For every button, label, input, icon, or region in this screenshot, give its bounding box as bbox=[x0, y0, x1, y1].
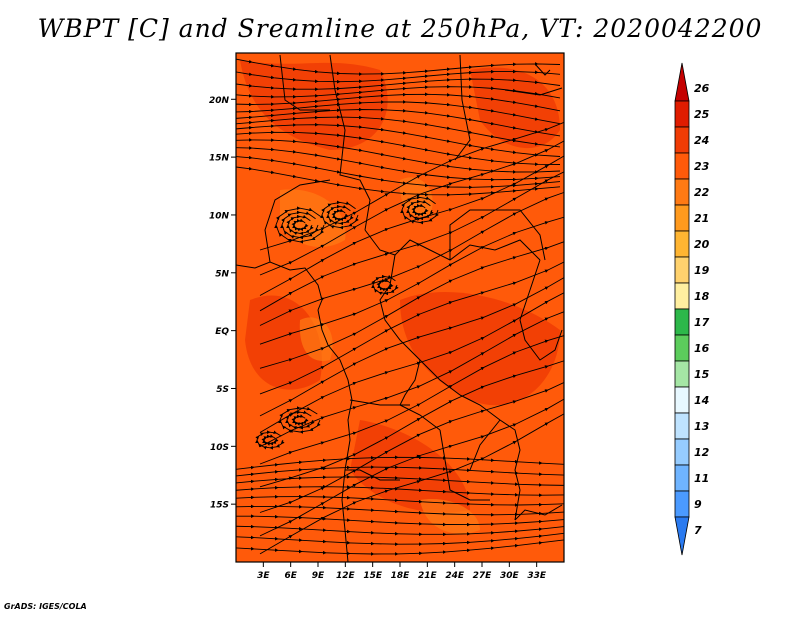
colorbar-label: 25 bbox=[694, 108, 710, 121]
colorbar-segment bbox=[674, 334, 690, 362]
colorbar-label: 21 bbox=[694, 212, 709, 225]
country-border bbox=[449, 209, 546, 261]
coastline bbox=[534, 63, 551, 76]
colorbar-segment bbox=[674, 62, 690, 102]
lon-tick-label: 33E bbox=[527, 571, 547, 581]
lat-tick-label: 10S bbox=[210, 443, 229, 453]
grads-credit: GrADS: IGES/COLA bbox=[4, 602, 87, 611]
streamline bbox=[236, 465, 564, 477]
colorbar-segment bbox=[674, 438, 690, 466]
country-border bbox=[364, 229, 541, 261]
lon-tick-label: 3E bbox=[257, 571, 270, 581]
lat-tick-label: 10N bbox=[209, 211, 230, 221]
streamline bbox=[236, 484, 564, 497]
colorbar-label: 7 bbox=[694, 524, 702, 537]
country-border bbox=[399, 359, 441, 431]
colorbar-label: 23 bbox=[694, 160, 710, 173]
colorbar-segment bbox=[674, 360, 690, 388]
colorbar-label: 13 bbox=[694, 420, 710, 433]
colorbar-label: 14 bbox=[694, 394, 709, 407]
colorbar-segment bbox=[674, 204, 690, 232]
longitude-axis: 3E 6E 9E 12E 15E 18E 21E 24E 27E 30E 33E bbox=[257, 562, 547, 581]
colorbar-label: 17 bbox=[694, 316, 710, 329]
streamline bbox=[236, 539, 564, 556]
colorbar: 26 25 24 23 22 21 20 19 18 17 16 15 14 13 12 11 9 7 bbox=[674, 62, 710, 556]
country-border bbox=[504, 87, 563, 96]
colorbar-label: 11 bbox=[694, 472, 709, 485]
colorbar-segment bbox=[674, 464, 690, 492]
lat-tick-label: 5S bbox=[216, 385, 229, 395]
colorbar-segment bbox=[674, 256, 690, 284]
country-border bbox=[317, 309, 353, 562]
colorbar-segment bbox=[674, 516, 690, 556]
lon-tick-label: 6E bbox=[284, 571, 297, 581]
colorbar-label: 22 bbox=[694, 186, 710, 199]
colorbar-segment bbox=[674, 412, 690, 440]
colorbar-segment bbox=[674, 490, 690, 518]
streamline bbox=[236, 455, 564, 470]
colorbar-segment bbox=[674, 308, 690, 336]
lat-tick-label: 20N bbox=[209, 96, 230, 106]
country-border bbox=[459, 394, 521, 521]
lat-tick-label: 15S bbox=[210, 501, 229, 511]
lon-tick-label: 15E bbox=[363, 571, 383, 581]
lat-tick-label: 5N bbox=[215, 269, 229, 279]
wbpt-field bbox=[236, 53, 564, 562]
streamline bbox=[236, 475, 564, 487]
streamline bbox=[255, 430, 285, 450]
country-border bbox=[349, 399, 410, 406]
lon-tick-label: 9E bbox=[312, 571, 325, 581]
lat-tick-label: 15N bbox=[209, 154, 230, 164]
country-boundaries bbox=[236, 54, 563, 562]
country-border bbox=[469, 419, 501, 471]
country-border bbox=[379, 254, 461, 396]
country-border bbox=[519, 259, 563, 361]
colorbar-segment bbox=[674, 230, 690, 258]
lon-tick-label: 30E bbox=[500, 571, 520, 581]
lon-tick-label: 12E bbox=[336, 571, 356, 581]
streamline bbox=[236, 524, 564, 537]
latitude-axis: 20N 15N 10N 5N EQ 5S 10S 15S bbox=[209, 96, 236, 511]
colorbar-segment bbox=[674, 152, 690, 180]
streamlines-layer bbox=[236, 58, 564, 556]
country-border bbox=[439, 429, 490, 501]
colorbar-label: 19 bbox=[694, 264, 710, 277]
colorbar-segment bbox=[674, 386, 690, 414]
lon-tick-label: 27E bbox=[473, 571, 493, 581]
lat-tick-label: EQ bbox=[215, 327, 229, 337]
colorbar-segment bbox=[674, 126, 690, 154]
colorbar-segment bbox=[674, 282, 690, 310]
colorbar-segment bbox=[674, 100, 690, 128]
country-border bbox=[264, 179, 331, 263]
country-border bbox=[279, 54, 330, 111]
colorbar-label: 12 bbox=[694, 446, 710, 459]
colorbar-label: 18 bbox=[694, 290, 710, 303]
country-border bbox=[236, 261, 323, 311]
colorbar-label: 16 bbox=[694, 342, 710, 355]
lon-tick-label: 24E bbox=[445, 571, 465, 581]
lon-tick-label: 21E bbox=[418, 571, 438, 581]
colorbar-label: 24 bbox=[694, 134, 709, 147]
lon-tick-label: 18E bbox=[391, 571, 411, 581]
streamline bbox=[278, 406, 321, 434]
country-border bbox=[329, 54, 371, 231]
streamline bbox=[236, 514, 564, 527]
colorbar-label: 20 bbox=[694, 238, 710, 251]
colorbar-label: 15 bbox=[694, 368, 710, 381]
colorbar-segment bbox=[674, 178, 690, 206]
colorbar-label: 26 bbox=[694, 82, 710, 95]
country-border bbox=[345, 469, 400, 481]
country-border bbox=[454, 54, 471, 161]
chart-title: WBPT [C] and Sreamline at 250hPa, VT: 20… bbox=[37, 14, 763, 43]
colorbar-label: 9 bbox=[694, 498, 702, 511]
country-border bbox=[514, 504, 563, 521]
